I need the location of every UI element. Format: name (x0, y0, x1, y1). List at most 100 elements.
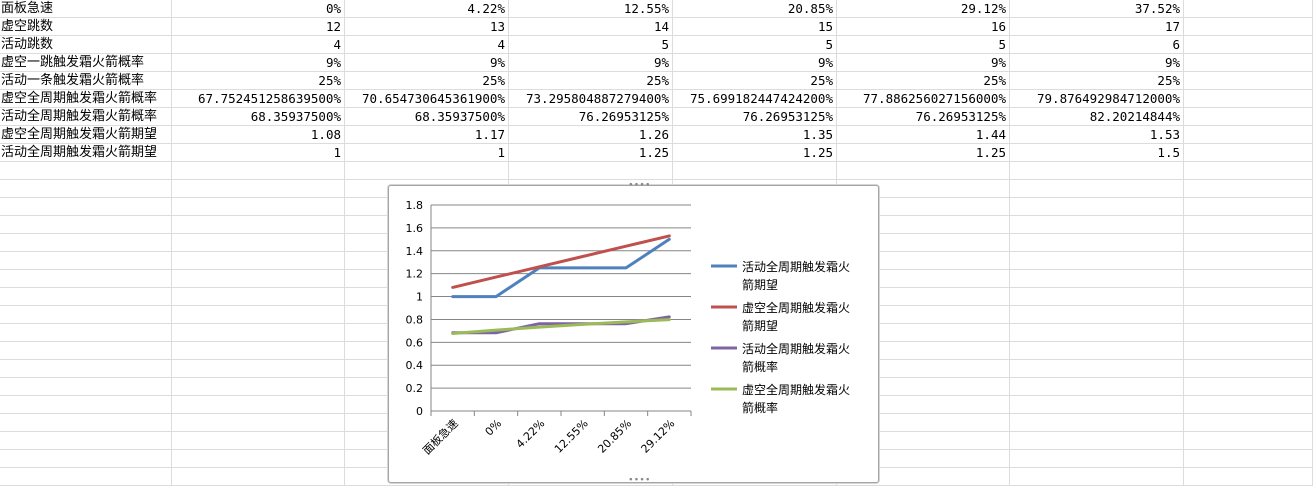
value-cell[interactable]: 5 (673, 36, 837, 54)
value-cell[interactable]: 1.25 (509, 144, 673, 162)
value-cell[interactable]: 68.35937500% (172, 108, 345, 126)
resize-handle-bottom[interactable]: ∙∙∙∙ (628, 475, 651, 485)
empty-cell[interactable] (1184, 18, 1313, 36)
value-cell[interactable]: 9% (673, 54, 837, 72)
value-cell[interactable]: 76.26953125% (837, 108, 1010, 126)
empty-cell[interactable] (1010, 378, 1184, 396)
empty-cell[interactable] (1184, 180, 1313, 198)
empty-cell[interactable] (837, 270, 1010, 288)
value-cell[interactable]: 9% (1010, 54, 1184, 72)
value-cell[interactable]: 75.699182447424200% (673, 90, 837, 108)
empty-cell[interactable] (837, 324, 1010, 342)
value-cell[interactable]: 77.886256027156000% (837, 90, 1010, 108)
empty-cell[interactable] (172, 162, 345, 180)
empty-cell[interactable] (1010, 162, 1184, 180)
empty-cell[interactable] (172, 270, 345, 288)
value-cell[interactable]: 76.26953125% (673, 108, 837, 126)
empty-cell[interactable] (837, 216, 1010, 234)
empty-cell[interactable] (172, 396, 345, 414)
value-cell[interactable]: 73.295804887279400% (509, 90, 673, 108)
empty-cell[interactable] (0, 360, 172, 378)
empty-cell[interactable] (1184, 396, 1313, 414)
value-cell[interactable]: 1.26 (509, 126, 673, 144)
empty-cell[interactable] (673, 162, 837, 180)
empty-cell[interactable] (0, 162, 172, 180)
empty-cell[interactable] (1010, 360, 1184, 378)
value-cell[interactable]: 25% (509, 72, 673, 90)
empty-cell[interactable] (1184, 198, 1313, 216)
empty-cell[interactable] (1184, 54, 1313, 72)
empty-cell[interactable] (1184, 378, 1313, 396)
value-cell[interactable]: 25% (837, 72, 1010, 90)
value-cell[interactable]: 79.876492984712000% (1010, 90, 1184, 108)
empty-cell[interactable] (1184, 0, 1313, 18)
empty-cell[interactable] (1184, 468, 1313, 486)
empty-cell[interactable] (1010, 468, 1184, 486)
value-cell[interactable]: 1 (172, 144, 345, 162)
value-cell[interactable]: 9% (172, 54, 345, 72)
value-cell[interactable]: 4 (345, 36, 509, 54)
value-cell[interactable]: 1.5 (1010, 144, 1184, 162)
empty-cell[interactable] (172, 324, 345, 342)
empty-cell[interactable] (172, 342, 345, 360)
empty-cell[interactable] (837, 180, 1010, 198)
empty-cell[interactable] (1010, 306, 1184, 324)
empty-cell[interactable] (1184, 360, 1313, 378)
value-cell[interactable]: 1.08 (172, 126, 345, 144)
empty-cell[interactable] (172, 252, 345, 270)
empty-cell[interactable] (837, 306, 1010, 324)
empty-cell[interactable] (172, 414, 345, 432)
value-cell[interactable]: 4.22% (345, 0, 509, 18)
empty-cell[interactable] (345, 162, 509, 180)
value-cell[interactable]: 1.25 (837, 144, 1010, 162)
empty-cell[interactable] (0, 270, 172, 288)
value-cell[interactable]: 9% (837, 54, 1010, 72)
value-cell[interactable]: 9% (345, 54, 509, 72)
empty-cell[interactable] (1010, 198, 1184, 216)
value-cell[interactable]: 4 (172, 36, 345, 54)
empty-cell[interactable] (837, 432, 1010, 450)
empty-cell[interactable] (837, 162, 1010, 180)
empty-cell[interactable] (0, 468, 172, 486)
empty-cell[interactable] (1010, 450, 1184, 468)
empty-cell[interactable] (0, 306, 172, 324)
empty-cell[interactable] (1184, 342, 1313, 360)
empty-cell[interactable] (172, 306, 345, 324)
value-cell[interactable]: 70.654730645361900% (345, 90, 509, 108)
empty-cell[interactable] (0, 450, 172, 468)
empty-cell[interactable] (1010, 324, 1184, 342)
value-cell[interactable]: 9% (509, 54, 673, 72)
line-chart[interactable]: ∙∙∙∙ ∙∙∙∙ 0 0.2 0.4 0.6 0.8 1 1.2 1.4 1.6 1.8 面板急速… (388, 181, 879, 485)
empty-cell[interactable] (1184, 72, 1313, 90)
empty-cell[interactable] (509, 162, 673, 180)
empty-cell[interactable] (1010, 396, 1184, 414)
empty-cell[interactable] (1010, 216, 1184, 234)
row-label-cell[interactable]: 活动全周期触发霜火箭期望 (0, 144, 172, 162)
empty-cell[interactable] (837, 342, 1010, 360)
empty-cell[interactable] (1184, 216, 1313, 234)
empty-cell[interactable] (837, 252, 1010, 270)
value-cell[interactable]: 1.17 (345, 126, 509, 144)
value-cell[interactable]: 1 (345, 144, 509, 162)
empty-cell[interactable] (172, 180, 345, 198)
value-cell[interactable]: 68.35937500% (345, 108, 509, 126)
value-cell[interactable]: 37.52% (1010, 0, 1184, 18)
value-cell[interactable]: 1.25 (673, 144, 837, 162)
row-label-cell[interactable]: 面板急速 (0, 0, 172, 18)
empty-cell[interactable] (0, 234, 172, 252)
empty-cell[interactable] (172, 432, 345, 450)
value-cell[interactable]: 25% (345, 72, 509, 90)
empty-cell[interactable] (172, 378, 345, 396)
row-label-cell[interactable]: 活动全周期触发霜火箭概率 (0, 108, 172, 126)
empty-cell[interactable] (172, 216, 345, 234)
empty-cell[interactable] (1010, 288, 1184, 306)
empty-cell[interactable] (837, 288, 1010, 306)
empty-cell[interactable] (1010, 234, 1184, 252)
empty-cell[interactable] (1184, 126, 1313, 144)
empty-cell[interactable] (0, 252, 172, 270)
value-cell[interactable]: 14 (509, 18, 673, 36)
value-cell[interactable]: 1.53 (1010, 126, 1184, 144)
empty-cell[interactable] (1184, 108, 1313, 126)
row-label-cell[interactable]: 虚空一跳触发霜火箭概率 (0, 54, 172, 72)
row-label-cell[interactable]: 虚空全周期触发霜火箭期望 (0, 126, 172, 144)
